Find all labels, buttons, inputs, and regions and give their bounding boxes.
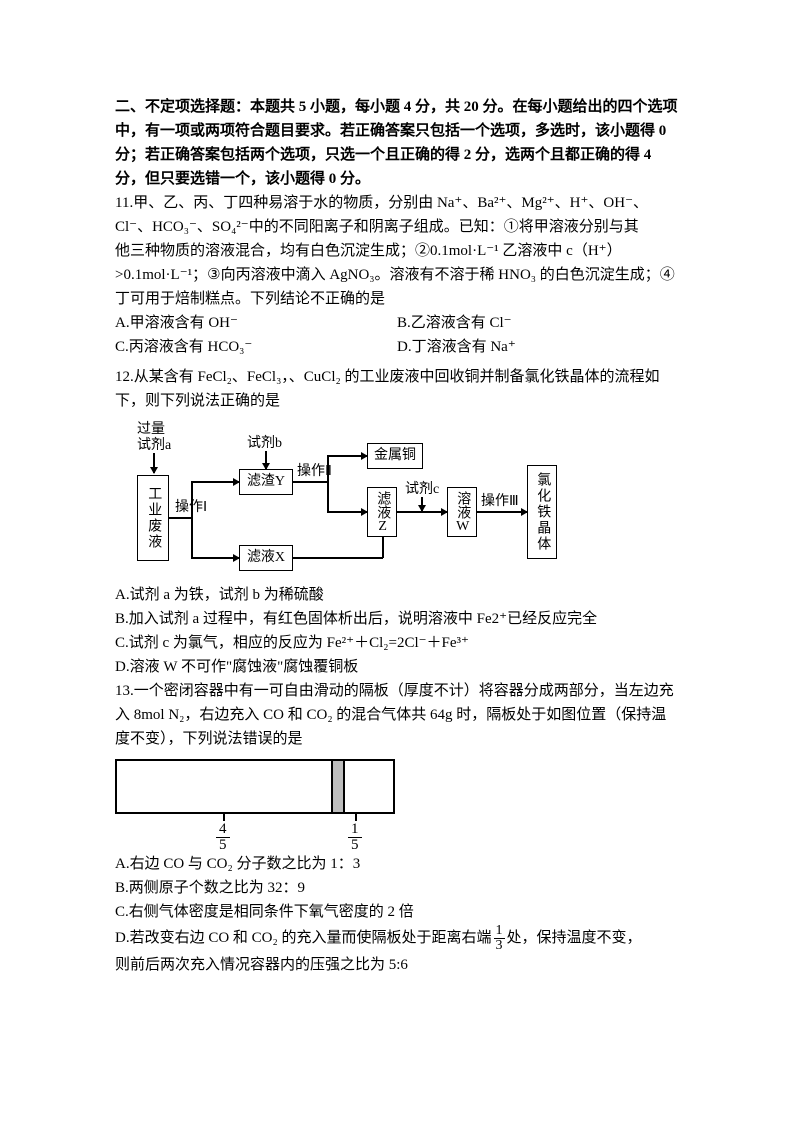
box-copper: 金属铜 [367,443,423,469]
piston-box [115,759,395,814]
line-x-merge-v [382,537,384,558]
frac-left-num: 4 [216,822,230,838]
q13-option-b: B.两侧原子个数之比为 32：9 [115,876,679,900]
box-waste: 工业废液 [137,475,169,561]
q11-option-a: A.甲溶液含有 OH⁻ [115,311,397,335]
box-filtrate-x: 滤液X [239,545,293,571]
q12-flowchart: 过量 试剂a 工业废液 操作Ⅰ 滤渣Y 滤液X 试剂b 操作Ⅱ 金属铜 滤液Z … [115,419,585,579]
arrow-a-down [153,453,155,473]
q12-option-b: B.加入试剂 a 过程中，有红色固体析出后，说明溶液中 Fe2⁺已经反应完全 [115,607,679,631]
frac-right-num: 1 [348,822,362,838]
box-residue-y: 滤渣Y [239,469,293,495]
box-product: 氯化铁晶体 [527,465,557,559]
frac-left-den: 5 [216,838,230,853]
frac-right: 1 5 [348,822,362,853]
q13-d-post: 处，保持温度不变， [507,930,642,946]
q13-d-frac-den: 3 [494,939,505,953]
q11-options-row1: A.甲溶液含有 OH⁻ B.乙溶液含有 Cl⁻ [115,311,679,335]
q11-option-d: D.丁溶液含有 Na⁺ [397,335,679,359]
line-x-merge-h [293,557,383,559]
frac-right-den: 5 [348,838,362,853]
arrow-b-down [265,451,267,469]
piston-divider [331,761,345,812]
tick-right [355,814,357,821]
q13-option-d: D.若改变右边 CO 和 CO₂ 的充入量而使隔板处于距离右端13处，保持温度不… [115,924,679,953]
q13-d-pre: D.若改变右边 CO 和 CO₂ 的充入量而使隔板处于距离右端 [115,930,492,946]
box-filtrate-z: 滤液Z [367,487,397,537]
q12-stem: 12.从某含有 FeCl₂、FeCl₃，、CuCl₂ 的工业废液中回收铜并制备氯… [115,365,679,413]
q13-option-a: A.右边 CO 与 CO₂ 分子数之比为 1：3 [115,852,679,876]
arrow-to-copper [327,455,367,457]
frac-left: 4 5 [216,822,230,853]
q12-option-a: A.试剂 a 为铁，试剂 b 为稀硫酸 [115,583,679,607]
q11-option-b: B.乙溶液含有 Cl⁻ [397,311,679,335]
q11-option-c: C.丙溶液含有 HCO₃⁻ [115,335,397,359]
arrow-to-z [327,511,367,513]
q13-piston-diagram: 4 5 1 5 [115,759,395,848]
q11-options-row2: C.丙溶液含有 HCO₃⁻ D.丁溶液含有 Na⁺ [115,335,679,359]
q11-line2: Cl⁻、HCO₃⁻、SO₄²⁻中的不同阳离子和阴离子组成。已知：①将甲溶液分别与… [115,215,679,239]
arrow-c-down [421,497,423,511]
piston-axis: 4 5 1 5 [115,814,395,848]
line-split2 [327,455,329,511]
q12-option-d: D.溶液 W 不可作"腐蚀液"腐蚀覆铜板 [115,655,679,679]
op3-label: 操作Ⅲ [481,491,519,513]
line-split [191,481,193,557]
q11-line3: 他三种物质的溶液混合，均有白色沉淀生成；②0.1mol·L⁻¹ 乙溶液中 c（H… [115,239,679,311]
arrow-to-x [191,557,239,559]
q13-d-frac-num: 1 [494,924,505,939]
q13-option-d-line2: 则前后两次充入情况容器内的压强之比为 5:6 [115,953,679,977]
section-header: 二、不定项选择题：本题共 5 小题，每小题 4 分，共 20 分。在每小题给出的… [115,95,679,191]
q13-stem: 13.一个密闭容器中有一可自由滑动的隔板（厚度不计）将容器分成两部分，当左边充入… [115,679,679,751]
q11-line1: 11.甲、乙、丙、丁四种易溶于水的物质，分别由 Na⁺、Ba²⁺、Mg²⁺、H⁺… [115,191,679,215]
q12-option-c: C.试剂 c 为氯气，相应的反应为 Fe²⁺＋Cl₂=2Cl⁻＋Fe³⁺ [115,631,679,655]
tick-left [223,814,225,821]
arrow-to-y [191,481,239,483]
q13-option-c: C.右侧气体密度是相同条件下氧气密度的 2 倍 [115,900,679,924]
q13-d-frac: 13 [494,924,505,953]
box-solution-w: 溶液W [447,487,477,537]
